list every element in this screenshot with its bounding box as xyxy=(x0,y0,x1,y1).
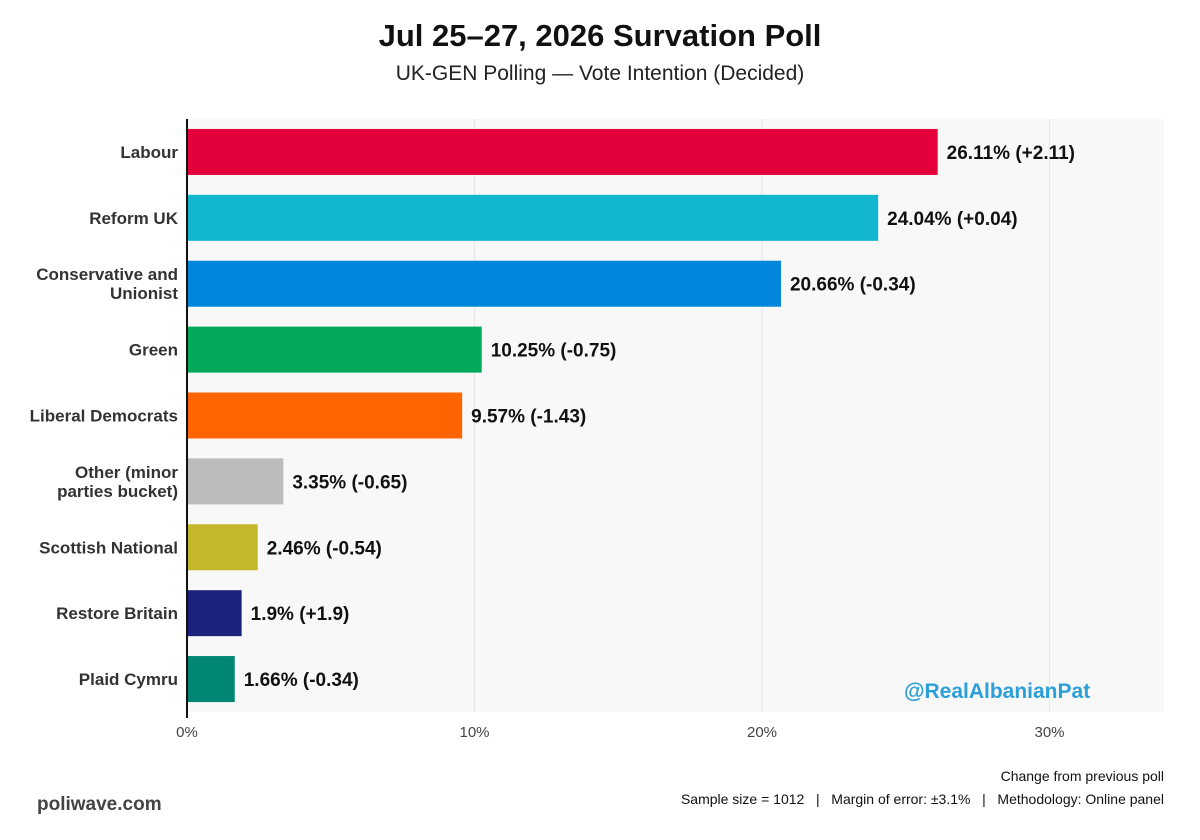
bars xyxy=(187,128,938,703)
chart-subtitle: UK-GEN Polling — Vote Intention (Decided… xyxy=(395,62,805,85)
bar xyxy=(187,194,879,241)
category-label: Restore Britain xyxy=(56,604,178,623)
footer-meta: Sample size = 1012 | Margin of error: ±3… xyxy=(680,791,1164,807)
x-tick-label: 0% xyxy=(176,724,198,741)
category-label: Green xyxy=(129,341,178,360)
value-label: 2.46% (-0.54) xyxy=(267,538,382,559)
value-label: 24.04% (+0.04) xyxy=(887,209,1017,230)
value-label: 10.25% (-0.75) xyxy=(491,341,617,362)
value-label: 1.66% (-0.34) xyxy=(244,670,359,691)
category-label: Conservative and Unionist xyxy=(36,265,178,303)
category-labels: Labour Reform UK Conservative and Unionist G… xyxy=(30,143,179,689)
value-label: 1.9% (+1.9) xyxy=(251,604,350,625)
x-axis-ticks: 0% 10% 20% 30% xyxy=(176,724,1064,741)
category-label: Labour xyxy=(120,143,178,162)
bar xyxy=(187,524,258,571)
value-label: 20.66% (-0.34) xyxy=(790,275,916,296)
category-label: Scottish National xyxy=(39,538,178,557)
footer-site: poliwave.com xyxy=(37,794,162,815)
bar xyxy=(187,392,463,439)
category-label: Other (minor parties bucket) xyxy=(57,463,178,501)
bar xyxy=(187,656,235,703)
bar xyxy=(187,326,482,373)
chart-title: Jul 25–27, 2026 Survation Poll xyxy=(378,18,822,53)
category-label: Liberal Democrats xyxy=(30,407,178,426)
value-label: 26.11% (+2.11) xyxy=(947,143,1075,164)
footer-note: Change from previous poll xyxy=(1000,768,1164,784)
bar xyxy=(187,260,781,307)
bar xyxy=(187,128,938,175)
x-tick-label: 20% xyxy=(747,724,777,741)
category-label: Plaid Cymru xyxy=(79,670,178,689)
bar xyxy=(187,458,284,505)
bar xyxy=(187,590,242,637)
value-label: 9.57% (-1.43) xyxy=(471,407,586,428)
category-label: Reform UK xyxy=(89,209,179,228)
watermark-handle: @RealAlbanianPat xyxy=(904,680,1091,703)
x-tick-label: 10% xyxy=(459,724,489,741)
value-labels: 26.11% (+2.11) 24.04% (+0.04) 20.66% (-0.3… xyxy=(244,143,1075,691)
value-label: 3.35% (-0.65) xyxy=(292,472,407,493)
x-tick-label: 30% xyxy=(1034,724,1064,741)
